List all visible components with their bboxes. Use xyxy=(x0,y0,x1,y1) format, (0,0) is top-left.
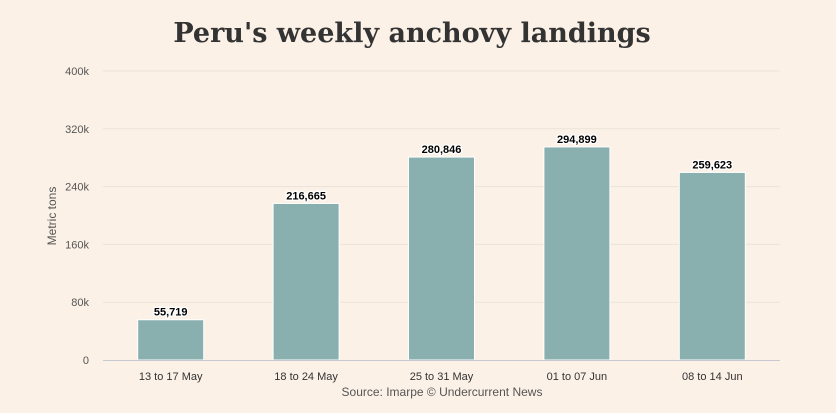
data-label: 294,899 xyxy=(557,134,597,146)
data-label: 280,846 xyxy=(422,144,462,156)
x-tick-label: 18 to 24 May xyxy=(274,371,338,383)
bar xyxy=(678,171,746,361)
y-tick-label: 0 xyxy=(83,355,89,367)
y-tick-label: 240k xyxy=(65,182,89,194)
y-axis-label: Metric tons xyxy=(45,187,59,246)
y-tick-label: 320k xyxy=(65,124,89,136)
data-labels: 55,719 216,665 280,846 294,899 259,623 xyxy=(153,133,734,320)
source-note: Source: Imarpe © Undercurrent News xyxy=(342,385,543,399)
x-tick-label: 25 to 31 May xyxy=(410,371,474,383)
y-tick-label: 80k xyxy=(71,297,89,309)
x-tick-label: 01 to 07 Jun xyxy=(547,371,608,383)
x-tick-label: 08 to 14 Jun xyxy=(682,371,743,383)
bar xyxy=(408,156,475,361)
y-tick-label: 160k xyxy=(65,239,89,251)
bar xyxy=(272,202,340,361)
data-label: 259,623 xyxy=(692,159,732,171)
bar xyxy=(137,319,205,361)
chart-title: Peru's weekly anchovy landings xyxy=(173,18,651,49)
x-tick-label: 13 to 17 May xyxy=(139,371,203,383)
bars xyxy=(137,146,746,361)
data-label: 55,719 xyxy=(154,307,188,319)
x-axis-ticks: 13 to 17 May 18 to 24 May 25 to 31 May 01 t… xyxy=(139,371,743,383)
y-tick-label: 400k xyxy=(65,66,89,78)
bar xyxy=(543,146,611,361)
data-label: 216,665 xyxy=(286,190,326,202)
y-axis-ticks: 0 80k 160k 240k 320k 400k xyxy=(65,66,89,367)
